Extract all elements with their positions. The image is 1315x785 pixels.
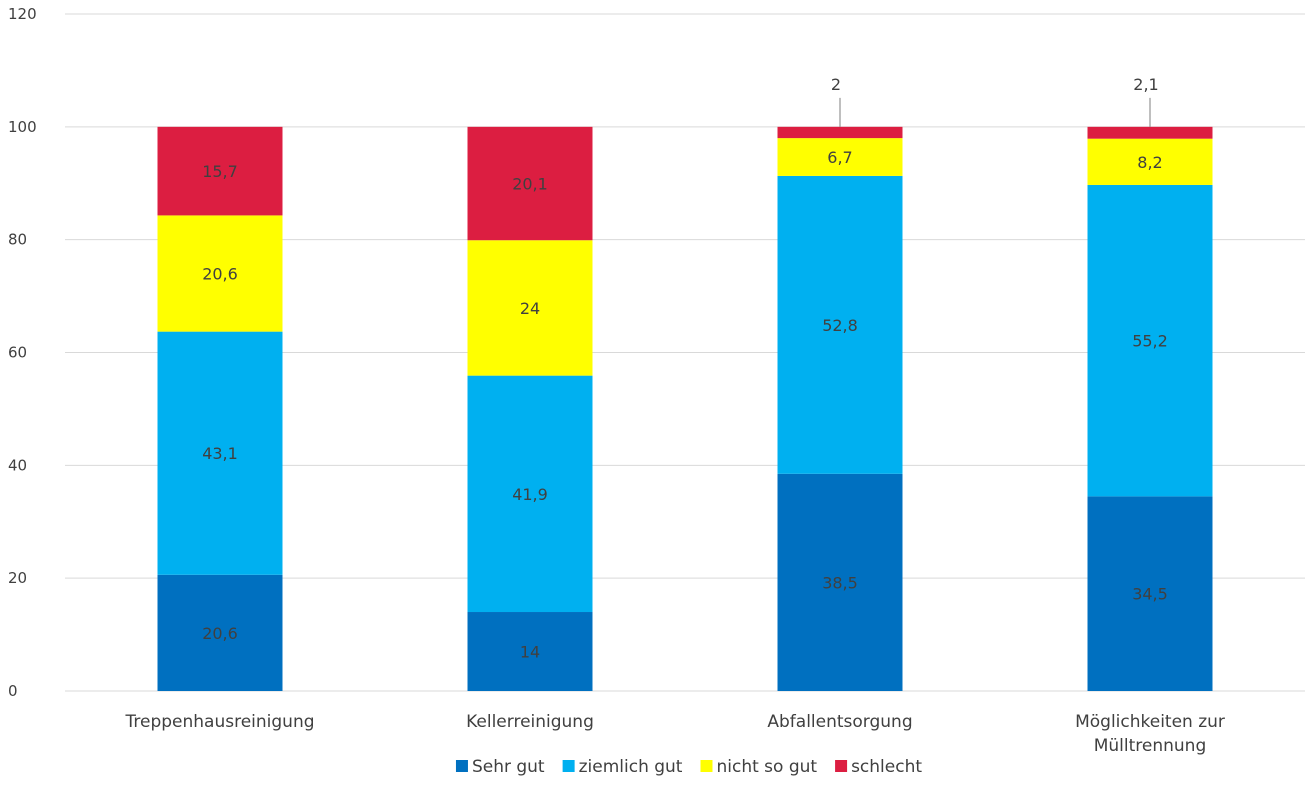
bar-segment [1087, 496, 1213, 691]
data-label: 2,1 [1133, 75, 1158, 94]
bar-segment [157, 331, 283, 575]
x-category-label: Treppenhausreinigung [124, 712, 314, 732]
data-label: 20,1 [512, 175, 548, 194]
bar-segment [777, 138, 903, 176]
y-tick-label: 80 [8, 231, 27, 249]
data-label: 14 [520, 643, 540, 662]
bar-segment [777, 126, 903, 139]
bar-segment [467, 240, 593, 376]
y-tick-label: 20 [8, 569, 27, 587]
legend-swatch [455, 760, 468, 772]
bar-segment [157, 574, 283, 691]
bar-segment [1087, 126, 1213, 139]
y-tick-label: 60 [8, 344, 27, 362]
data-label: 34,5 [1132, 585, 1168, 604]
legend-label: ziemlich gut [579, 757, 683, 777]
data-label: 2 [831, 75, 841, 94]
bar-segment [1087, 138, 1213, 185]
bars [157, 126, 1213, 691]
bar-segment [777, 175, 903, 474]
data-label: 15,7 [202, 162, 238, 181]
data-labels: 20,6 43,1 20,6 15,7 14 41,9 24 20,1 38,5 52,8 6,7 2… [202, 75, 1168, 662]
legend-swatch [835, 760, 848, 772]
data-label: 55,2 [1132, 332, 1168, 351]
bar-segment [157, 215, 283, 332]
data-label: 43,1 [202, 444, 238, 463]
bar-segment [777, 473, 903, 691]
bar-segment [157, 126, 283, 216]
data-label: 38,5 [822, 573, 858, 592]
bar-segment [1087, 184, 1213, 497]
data-label: 24 [520, 299, 540, 318]
legend-label: schlecht [851, 757, 922, 777]
x-category-label: Möglichkeiten zur Mülltrennung [1075, 712, 1225, 756]
bar-segment [467, 612, 593, 691]
data-label: 52,8 [822, 316, 858, 335]
legend-swatch [562, 760, 575, 772]
data-label: 20,6 [202, 624, 238, 643]
legend-label: nicht so gut [716, 757, 817, 777]
y-tick-label: 40 [8, 456, 27, 474]
bar-segment [467, 375, 593, 613]
y-axis-ticks: 0 20 40 60 80 100 120 [8, 5, 37, 700]
data-label: 20,6 [202, 265, 238, 284]
x-axis-categories: Treppenhausreinigung Kellerreinigung Abfal… [124, 712, 1224, 756]
legend-swatch [700, 760, 713, 772]
y-tick-label: 0 [8, 682, 18, 700]
y-tick-label: 120 [8, 5, 37, 23]
data-label: 8,2 [1137, 153, 1162, 172]
data-label: 6,7 [827, 148, 852, 167]
x-category-label: Kellerreinigung [466, 712, 594, 732]
legend-label: Sehr gut [472, 757, 545, 777]
bar-segment [467, 126, 593, 241]
data-label: 41,9 [512, 485, 548, 504]
x-category-label: Abfallentsorgung [767, 712, 912, 732]
legend: Sehr gut ziemlich gut nicht so gut schlecht [455, 757, 922, 777]
y-tick-label: 100 [8, 118, 37, 136]
